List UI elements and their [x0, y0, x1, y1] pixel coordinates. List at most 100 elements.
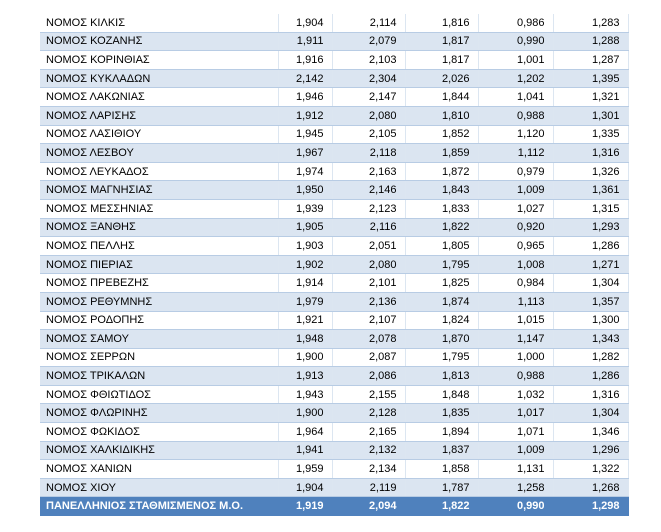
value-cell: 1,817: [405, 32, 479, 52]
table-row: ΝΟΜΟΣ ΠΙΕΡΙΑΣ 1,902 2,080 1,795 1,008 1,271: [40, 255, 629, 275]
value-cell: 1,120: [478, 125, 554, 145]
value-cell: 2,136: [332, 292, 406, 312]
value-cell: 1,000: [478, 348, 554, 368]
value-cell: 1,112: [478, 143, 554, 163]
value-cell: 1,286: [553, 366, 629, 386]
table-row: ΝΟΜΟΣ ΦΩΚΙΔΟΣ 1,964 2,165 1,894 1,071 1,346: [40, 422, 629, 442]
region-name: ΝΟΜΟΣ ΤΡΙΚΑΛΩΝ: [40, 366, 279, 386]
value-cell: 1,316: [553, 385, 629, 405]
value-cell: 2,078: [332, 329, 406, 349]
region-name: ΝΟΜΟΣ ΣΕΡΡΩΝ: [40, 348, 279, 368]
value-cell: 2,026: [405, 69, 479, 89]
value-cell: 2,105: [332, 125, 406, 145]
value-cell: 1,950: [278, 180, 333, 200]
value-cell: 1,258: [478, 478, 554, 498]
value-cell: 1,945: [278, 125, 333, 145]
value-cell: 1,858: [405, 459, 479, 479]
table-row: ΝΟΜΟΣ ΡΟΔΟΠΗΣ 1,921 2,107 1,824 1,015 1,300: [40, 311, 629, 331]
value-cell: 2,128: [332, 403, 406, 424]
table-row: ΝΟΜΟΣ ΣΑΜΟΥ 1,948 2,078 1,870 1,147 1,343: [40, 329, 629, 349]
value-cell: 1,874: [405, 292, 479, 312]
value-cell: 1,824: [405, 311, 479, 331]
value-cell: 1,825: [405, 273, 479, 293]
value-cell: 1,346: [553, 422, 629, 442]
value-cell: 1,919: [278, 496, 333, 517]
region-name: ΝΟΜΟΣ ΧΑΝΙΩΝ: [40, 459, 279, 479]
table-row: ΝΟΜΟΣ ΡΕΘΥΜΝΗΣ 1,979 2,136 1,874 1,113 1,357: [40, 292, 629, 312]
region-name: ΝΟΜΟΣ ΦΩΚΙΔΟΣ: [40, 422, 279, 442]
value-cell: 1,300: [553, 311, 629, 331]
table-row: ΝΟΜΟΣ ΛΕΥΚΑΔΟΣ 1,974 2,163 1,872 0,979 1,326: [40, 162, 629, 182]
table-row: ΝΟΜΟΣ ΜΕΣΣΗΝΙΑΣ 1,939 2,123 1,833 1,027 1,315: [40, 199, 629, 219]
value-cell: 2,123: [332, 199, 406, 219]
region-name: ΝΟΜΟΣ ΧΙΟΥ: [40, 478, 279, 498]
value-cell: 1,859: [405, 143, 479, 163]
value-cell: 0,984: [478, 273, 554, 293]
value-cell: 1,979: [278, 292, 333, 312]
value-cell: 1,816: [405, 14, 479, 33]
region-name: ΝΟΜΟΣ ΠΡΕΒΕΖΗΣ: [40, 273, 279, 293]
value-cell: 1,903: [278, 236, 333, 256]
value-cell: 2,147: [332, 87, 406, 107]
value-cell: 2,116: [332, 218, 406, 238]
table-row: ΝΟΜΟΣ ΚΟΡΙΝΘΙΑΣ 1,916 2,103 1,817 1,001 1,287: [40, 50, 629, 70]
region-name: ΝΟΜΟΣ ΛΑΣΙΘΙΟΥ: [40, 125, 279, 145]
value-cell: 1,268: [553, 478, 629, 498]
value-cell: 1,835: [405, 403, 479, 424]
value-cell: 1,872: [405, 162, 479, 182]
value-cell: 1,813: [405, 366, 479, 386]
value-cell: 1,113: [478, 292, 554, 312]
value-cell: 2,118: [332, 143, 406, 163]
value-cell: 1,202: [478, 69, 554, 89]
value-cell: 2,165: [332, 422, 406, 442]
value-cell: 2,134: [332, 459, 406, 479]
value-cell: 2,146: [332, 180, 406, 200]
value-cell: 1,296: [553, 441, 629, 461]
value-cell: 2,080: [332, 255, 406, 275]
value-cell: 1,322: [553, 459, 629, 479]
value-cell: 1,293: [553, 218, 629, 238]
value-cell: 1,822: [405, 218, 479, 238]
table-row: ΝΟΜΟΣ ΚΥΚΛΑΔΩΝ 2,142 2,304 2,026 1,202 1,395: [40, 69, 629, 89]
value-cell: 2,080: [332, 106, 406, 126]
value-cell: 1,795: [405, 255, 479, 275]
value-cell: 1,015: [478, 311, 554, 331]
value-cell: 1,361: [553, 180, 629, 200]
value-cell: 1,304: [553, 273, 629, 293]
value-cell: 1,335: [553, 125, 629, 145]
value-cell: 1,905: [278, 218, 333, 238]
value-cell: 1,913: [278, 366, 333, 386]
table-row: ΝΟΜΟΣ ΚΙΛΚΙΣ 1,904 2,114 1,816 0,986 1,283: [40, 14, 629, 33]
region-name: ΝΟΜΟΣ ΠΕΛΛΗΣ: [40, 236, 279, 256]
value-cell: 1,843: [405, 180, 479, 200]
value-cell: 2,103: [332, 50, 406, 70]
value-cell: 1,343: [553, 329, 629, 349]
table-row: ΝΟΜΟΣ ΛΑΣΙΘΙΟΥ 1,945 2,105 1,852 1,120 1,335: [40, 125, 629, 145]
value-cell: 2,086: [332, 366, 406, 386]
region-name: ΝΟΜΟΣ ΚΙΛΚΙΣ: [40, 14, 279, 33]
table-row: ΝΟΜΟΣ ΛΕΣΒΟΥ 1,967 2,118 1,859 1,112 1,316: [40, 143, 629, 163]
value-cell: 1,904: [278, 14, 333, 33]
value-cell: 1,147: [478, 329, 554, 349]
value-cell: 1,041: [478, 87, 554, 107]
table-row: ΝΟΜΟΣ ΛΑΡΙΣΗΣ 1,912 2,080 1,810 0,988 1,301: [40, 106, 629, 126]
table-row: ΝΟΜΟΣ ΧΙΟΥ 1,904 2,119 1,787 1,258 1,268: [40, 478, 629, 498]
value-cell: 1,837: [405, 441, 479, 461]
region-name: ΝΟΜΟΣ ΚΥΚΛΑΔΩΝ: [40, 69, 279, 89]
value-cell: 1,321: [553, 87, 629, 107]
value-cell: 1,316: [553, 143, 629, 163]
value-cell: 1,395: [553, 69, 629, 89]
value-cell: 1,071: [478, 422, 554, 442]
value-cell: 2,155: [332, 385, 406, 405]
table-row: ΝΟΜΟΣ ΜΑΓΝΗΣΙΑΣ 1,950 2,146 1,843 1,009 1,361: [40, 180, 629, 200]
value-cell: 0,979: [478, 162, 554, 182]
value-cell: 1,822: [405, 496, 479, 517]
table-row: ΝΟΜΟΣ ΚΟΖΑΝΗΣ 1,911 2,079 1,817 0,990 1,288: [40, 32, 629, 52]
region-name: ΝΟΜΟΣ ΚΟΡΙΝΘΙΑΣ: [40, 50, 279, 70]
region-name: ΝΟΜΟΣ ΦΘΙΩΤΙΔΟΣ: [40, 385, 279, 405]
value-cell: 1,959: [278, 459, 333, 479]
region-name: ΝΟΜΟΣ ΧΑΛΚΙΔΙΚΗΣ: [40, 441, 279, 461]
value-cell: 0,988: [478, 106, 554, 126]
value-cell: 1,817: [405, 50, 479, 70]
